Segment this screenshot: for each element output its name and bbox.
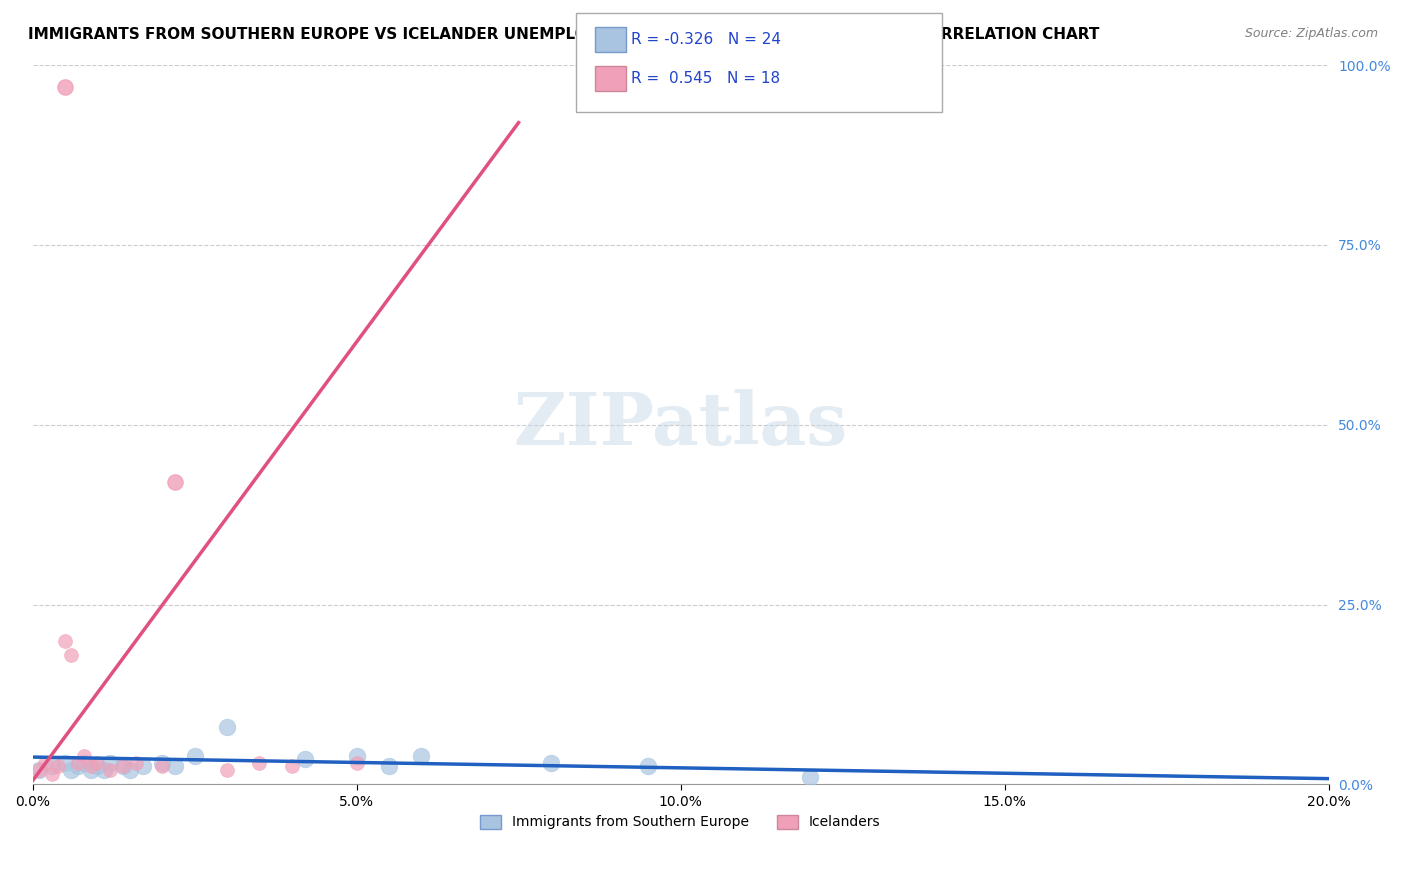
Text: Source: ZipAtlas.com: Source: ZipAtlas.com	[1244, 27, 1378, 40]
Text: R = -0.326   N = 24: R = -0.326 N = 24	[631, 32, 782, 46]
Text: R =  0.545   N = 18: R = 0.545 N = 18	[631, 71, 780, 86]
Text: IMMIGRANTS FROM SOUTHERN EUROPE VS ICELANDER UNEMPLOYMENT AMONG AGES 60 TO 64 YE: IMMIGRANTS FROM SOUTHERN EUROPE VS ICELA…	[28, 27, 1099, 42]
Text: ZIPatlas: ZIPatlas	[513, 389, 848, 460]
Legend: Immigrants from Southern Europe, Icelanders: Immigrants from Southern Europe, Iceland…	[475, 809, 886, 835]
